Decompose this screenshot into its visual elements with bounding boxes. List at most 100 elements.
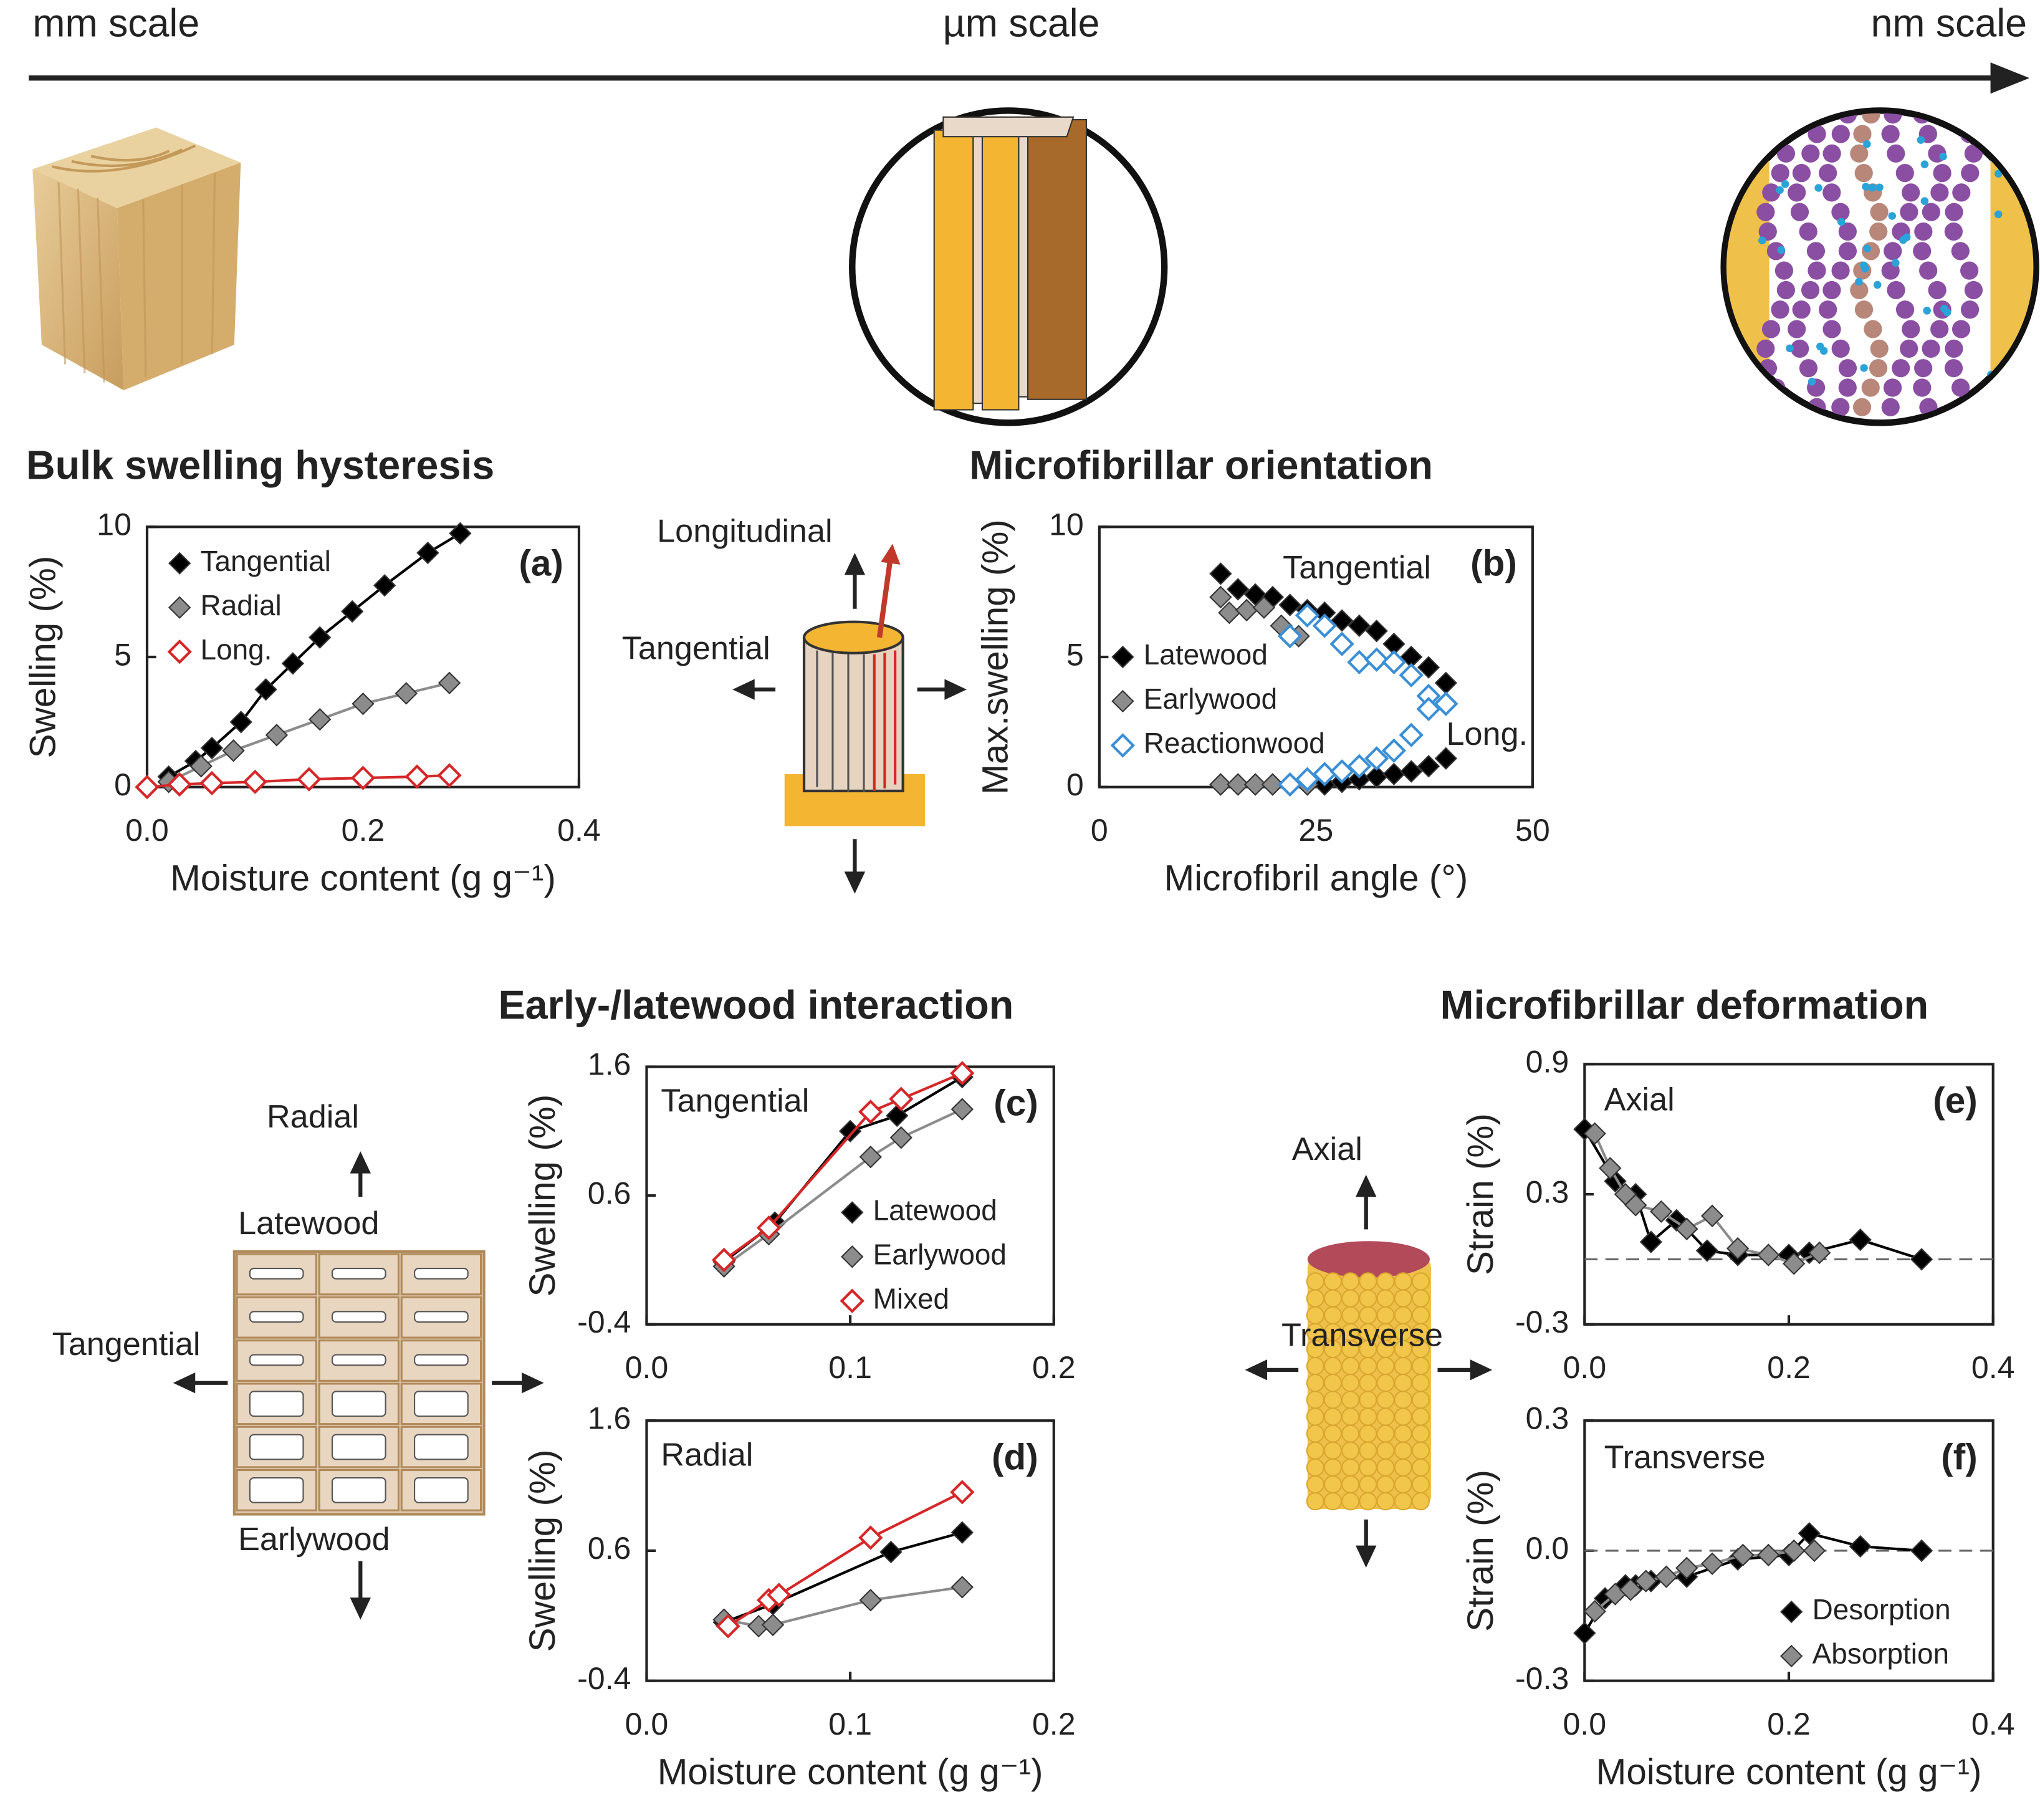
molecule [1838, 378, 1857, 397]
bead [1341, 1374, 1360, 1392]
marker [889, 1126, 912, 1149]
bead [1411, 1407, 1430, 1426]
molecule [1892, 359, 1910, 378]
bead [1394, 1424, 1412, 1443]
marker [1803, 1539, 1826, 1563]
bead [1323, 1374, 1343, 1392]
bead [1376, 1289, 1395, 1308]
bead [1359, 1458, 1377, 1477]
legend-label: Tangential [201, 545, 331, 577]
molecule [1870, 203, 1889, 221]
water [1860, 261, 1868, 270]
marker [1364, 647, 1389, 672]
bead [1411, 1391, 1430, 1409]
water [1990, 403, 1998, 411]
marker [1382, 762, 1405, 786]
marker [405, 764, 429, 789]
marker [297, 767, 322, 792]
molecule [1854, 300, 1874, 319]
bead [1323, 1475, 1343, 1494]
bead [1394, 1391, 1412, 1409]
diagram-label: Longitudinal [657, 514, 832, 550]
bead [1323, 1289, 1343, 1308]
lumen [414, 1311, 469, 1323]
marker [889, 1086, 914, 1111]
bead [1359, 1391, 1377, 1409]
bead [1306, 1356, 1324, 1376]
marker [859, 1589, 882, 1612]
x-tick-label: 0.1 [828, 1350, 872, 1385]
y-tick-label: 5 [1066, 637, 1084, 672]
bead [1323, 1492, 1343, 1511]
marker [437, 763, 462, 788]
x-tick-label: 0.2 [1767, 1707, 1811, 1741]
marker [1634, 1569, 1657, 1593]
water [1994, 210, 2003, 219]
molecule [1790, 203, 1809, 221]
annotation: Tangential [661, 1083, 809, 1119]
bead [1341, 1356, 1360, 1376]
marker [859, 1145, 882, 1169]
molecule [1944, 222, 1963, 241]
molecule [1951, 242, 1970, 261]
lumen [249, 1267, 304, 1280]
molecule [1822, 280, 1841, 300]
water [1814, 184, 1822, 192]
marker [1278, 593, 1301, 616]
marker [1910, 1248, 1933, 1271]
molecule [1881, 125, 1900, 143]
bead [1341, 1475, 1360, 1494]
y-tick-label: 0.3 [1526, 1401, 1569, 1435]
marker [1700, 1552, 1724, 1575]
bead [1323, 1441, 1343, 1460]
diagram-label: Earlywood [238, 1521, 390, 1558]
molecule [1944, 359, 1963, 378]
bead [1306, 1492, 1324, 1511]
molecule [1801, 280, 1820, 300]
lumen [331, 1354, 386, 1366]
y-tick-label: 0.6 [588, 1176, 631, 1210]
bead [1359, 1374, 1377, 1392]
marker [756, 1215, 782, 1240]
molecule [1801, 144, 1820, 163]
legend-label: Reactionwood [1144, 727, 1325, 759]
molecule [1822, 183, 1841, 202]
diagram-label: Latewood [238, 1205, 379, 1242]
lumen [331, 1434, 386, 1460]
panel-label: (c) [994, 1083, 1038, 1124]
annotation: Tangential [1283, 550, 1431, 586]
marker [841, 1245, 864, 1268]
bead [1376, 1458, 1395, 1477]
marker [416, 541, 439, 565]
molecule [1831, 339, 1850, 358]
diagram-label: Tangential [52, 1326, 201, 1363]
marker [167, 772, 192, 797]
molecule [1758, 222, 1777, 241]
bead [1359, 1424, 1377, 1443]
marker [340, 600, 364, 623]
water [1766, 390, 1774, 398]
bead [1306, 1374, 1324, 1392]
molecule [1761, 320, 1781, 338]
molecule [1862, 113, 1880, 124]
molecule [1930, 183, 1949, 202]
x-axis-label: Moisture content (g g⁻¹) [170, 858, 556, 898]
water [1995, 170, 2003, 178]
bead [1394, 1374, 1412, 1392]
molecule [1771, 300, 1789, 319]
molecule [1822, 144, 1841, 163]
bead [1376, 1424, 1395, 1443]
legend-label: Earlywood [1144, 682, 1277, 715]
scale-label: mm scale [32, 1, 199, 45]
marker [1624, 1194, 1647, 1217]
marker [1434, 747, 1458, 770]
panel-label: (d) [992, 1437, 1038, 1477]
molecule [1914, 222, 1933, 241]
molecule [1788, 320, 1806, 338]
marker [1209, 585, 1232, 609]
legend-label: Earlywood [873, 1238, 1007, 1270]
marker [373, 574, 396, 597]
water [1790, 408, 1798, 416]
marker [281, 652, 305, 675]
